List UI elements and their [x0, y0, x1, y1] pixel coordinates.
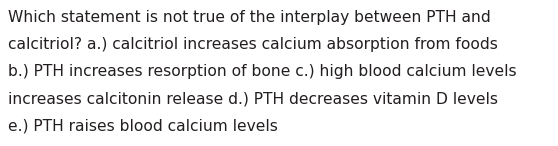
Text: calcitriol? a.) calcitriol increases calcium absorption from foods: calcitriol? a.) calcitriol increases cal…	[8, 37, 498, 52]
Text: increases calcitonin release d.) PTH decreases vitamin D levels: increases calcitonin release d.) PTH dec…	[8, 91, 498, 106]
Text: Which statement is not true of the interplay between PTH and: Which statement is not true of the inter…	[8, 10, 491, 25]
Text: b.) PTH increases resorption of bone c.) high blood calcium levels: b.) PTH increases resorption of bone c.)…	[8, 64, 517, 79]
Text: e.) PTH raises blood calcium levels: e.) PTH raises blood calcium levels	[8, 118, 278, 133]
